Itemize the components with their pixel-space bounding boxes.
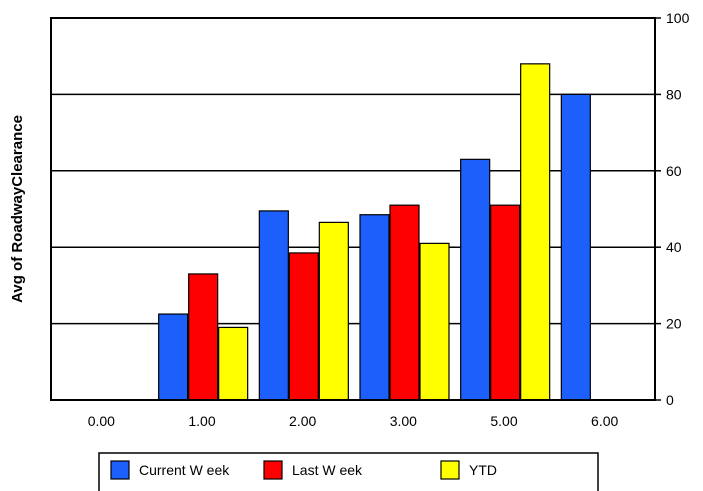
- legend-label: YTD: [469, 462, 497, 478]
- bar-ytd-3.00: [419, 242, 450, 401]
- bar-ytd-2.00: [318, 221, 349, 401]
- legend-label: Last W eek: [292, 462, 363, 478]
- x-tick-label: 6.00: [591, 413, 618, 429]
- legend-label: Current W eek: [139, 462, 230, 478]
- bar-current-w-eek-6.00: [560, 93, 591, 401]
- legend-swatch: [263, 460, 283, 480]
- bar-last-w-eek-5.00: [490, 204, 521, 401]
- gridlines: [51, 93, 655, 325]
- legend-swatch: [440, 460, 460, 480]
- bar-ytd-5.00: [520, 63, 551, 401]
- y-tick-label: 60: [666, 163, 682, 179]
- y-tick-label: 40: [666, 239, 682, 255]
- x-axis-ticks: 0.00 1.00 2.00 3.00 5.00 6.00: [88, 413, 619, 429]
- x-tick-label: 3.00: [390, 413, 417, 429]
- y-tick-label: 20: [666, 316, 682, 332]
- y-axis-ticks: 0 20 40 60 80 100: [655, 10, 690, 408]
- plot-area-frame: [50, 17, 656, 401]
- x-tick-label: 5.00: [490, 413, 517, 429]
- bar-current-w-eek-1.00: [158, 313, 189, 401]
- bars: [158, 63, 591, 401]
- x-tick-label: 1.00: [188, 413, 215, 429]
- y-tick-label: 80: [666, 86, 682, 102]
- y-axis-label: Avg of RoadwayClearance: [9, 115, 26, 303]
- bar-last-w-eek-2.00: [288, 252, 319, 401]
- legend: Current W eek Last W eek YTD: [98, 452, 599, 491]
- y-tick-label: 100: [666, 10, 690, 26]
- bar-current-w-eek-5.00: [460, 158, 491, 401]
- bar-ytd-1.00: [218, 326, 249, 401]
- x-tick-label: 2.00: [289, 413, 316, 429]
- bar-current-w-eek-2.00: [258, 210, 289, 401]
- legend-box: [98, 452, 599, 491]
- bar-last-w-eek-1.00: [188, 273, 219, 401]
- y-tick-label: 0: [666, 392, 674, 408]
- legend-swatch: [110, 460, 130, 480]
- bar-current-w-eek-3.00: [359, 214, 390, 401]
- x-tick-label: 0.00: [88, 413, 115, 429]
- bar-last-w-eek-3.00: [389, 204, 420, 401]
